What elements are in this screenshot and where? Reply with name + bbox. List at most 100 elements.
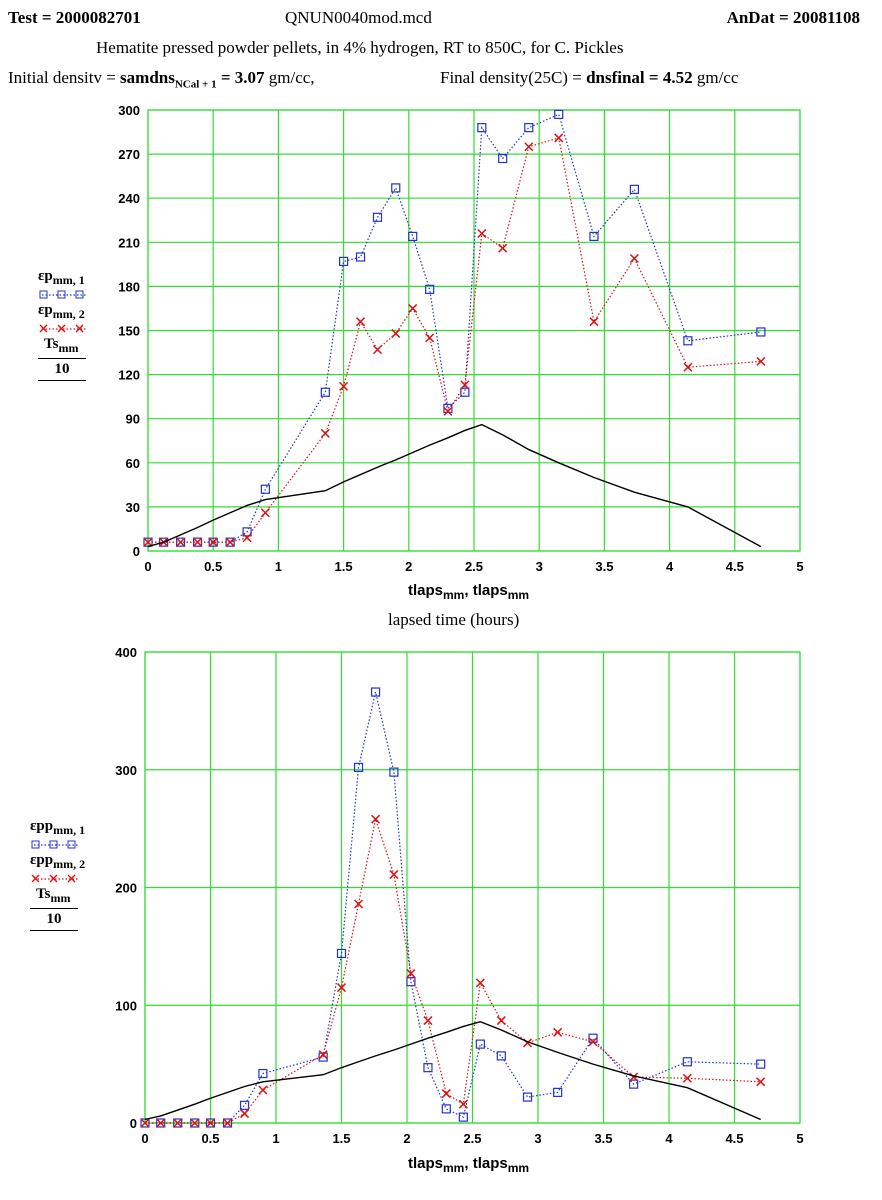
chart1-series-1-point	[460, 387, 470, 397]
chart1-series-2-point	[524, 142, 534, 152]
chart2-series-2-point	[156, 1118, 166, 1128]
chart2-series-2-point	[496, 1016, 506, 1026]
chart2-series-1-point	[423, 1063, 433, 1073]
chart2-x-tick-label: 4	[665, 1131, 673, 1146]
chart1-series-2-point	[683, 362, 693, 372]
chart1-x-axis-label: tlapsmm, tlapsmm	[408, 582, 530, 602]
chart1-series-2-point	[356, 317, 366, 327]
chart2-series-1-point	[629, 1079, 639, 1089]
chart1-series-2-point	[498, 243, 508, 253]
chart1-series-1-point	[391, 183, 401, 193]
chart2-series-1-point	[140, 1118, 150, 1128]
chart1-y-tick-label: 300	[118, 103, 140, 118]
chart1-series-2-point	[242, 533, 252, 543]
chart1-x-tick-label: 0.5	[204, 559, 222, 574]
chart2-series-2-point	[406, 968, 416, 978]
chart2-series-2-point	[173, 1118, 183, 1128]
chart2-x-tick-label: 3	[534, 1131, 541, 1146]
chart2-y-tick-label: 300	[115, 763, 137, 778]
chart1-y-tick-label: 0	[133, 544, 140, 559]
final-density: Final density(25C) = dnsfinal = 4.52 gm/…	[440, 68, 739, 87]
legend1-series3-label: Tsmm	[44, 336, 79, 355]
chart2-x-tick-label: 1	[272, 1131, 279, 1146]
chart1-series-2-point	[225, 537, 235, 547]
chart2-series-1-point	[222, 1118, 233, 1128]
legend2-fraction-bar	[30, 908, 78, 909]
chart1-series-2-point	[391, 328, 401, 338]
chart2-series-2-point	[140, 1118, 150, 1128]
legend2-series3-label: Tsmm	[36, 886, 71, 905]
chart2-plot-frame	[144, 651, 801, 1124]
chart1-series-3-line	[147, 423, 762, 548]
chart1-series-1-point	[208, 537, 218, 547]
chart2-series-2-point	[371, 814, 381, 824]
chart2-x-axis-label: tlapsmm, tlapsmm	[408, 1155, 530, 1175]
legend1-series1-swatch	[39, 290, 86, 299]
chart1-series-2-point	[554, 133, 564, 143]
chart1-series-2-point	[143, 537, 153, 547]
chart1-series-1-point	[320, 387, 330, 397]
chart2-series-1-point	[190, 1118, 200, 1128]
file-name: QNUN0040mod.mcd	[285, 8, 432, 27]
chart2-series-2-point	[682, 1073, 692, 1083]
chart1-series-2-point	[176, 537, 186, 547]
chart1-y-tick-label: 180	[118, 279, 140, 294]
test-id: Test = 2000082701	[8, 8, 141, 27]
chart1-series-1-point	[159, 537, 169, 547]
chart2-series-2-point	[205, 1118, 216, 1128]
chart1-series-2-point	[629, 253, 639, 264]
chart1-series-1-point	[756, 327, 766, 337]
chart2-x-tick-label: 0	[141, 1131, 148, 1146]
chart2-series-2-point	[222, 1118, 233, 1128]
chart1-series-1-point	[589, 231, 599, 242]
chart2-series-2-point	[336, 983, 347, 993]
chart1-series-1-point	[683, 336, 693, 346]
chart1-series-1-point	[477, 123, 487, 133]
chart1-x-tick-label: 4	[666, 559, 674, 574]
chart1-series-1-point	[339, 256, 349, 267]
chart1-series-1-line	[148, 113, 761, 543]
chart2-x-tick-label: 2.5	[463, 1131, 481, 1146]
chart1-y-tick-label: 210	[118, 235, 140, 250]
chart2-x-tick-label: 1.5	[332, 1131, 350, 1146]
chart2-series-2-point	[756, 1077, 766, 1087]
legend1-fraction-bar	[38, 358, 86, 359]
chart2-y-tick-label: 0	[130, 1116, 137, 1131]
chart2-series-1-point	[173, 1118, 183, 1128]
legend1-series2-swatch	[39, 324, 86, 333]
chart1-series-1-point	[443, 403, 453, 414]
chart2-series-1-point	[205, 1118, 216, 1128]
chart2-series-2-point	[629, 1072, 639, 1082]
chart1-series-2-point	[589, 317, 599, 327]
chart1-series-2-point	[159, 537, 169, 547]
chart1-series-1-point	[192, 537, 203, 547]
chart2-series-1-point	[389, 767, 399, 777]
chart2-y-tick-label: 200	[115, 881, 137, 896]
chart1-series-2-point	[408, 303, 418, 313]
chart2-series-1-point	[496, 1051, 506, 1061]
chart1-series-1-point	[498, 153, 508, 164]
chart1-series-2-line	[148, 137, 761, 543]
chart2-series-2-point	[423, 1016, 433, 1026]
chart1-series-1-point	[524, 123, 534, 133]
chart2-series-1-point	[756, 1059, 766, 1069]
chart1-x-tick-label: 1.5	[335, 559, 353, 574]
chart2-series-2-point	[240, 1109, 250, 1119]
chart1-x-tick-label: 2	[405, 559, 412, 574]
chart1-series-1-point	[260, 484, 270, 494]
chart1-x-tick-label: 4.5	[726, 559, 744, 574]
chart2-series-1-point	[682, 1057, 692, 1067]
chart1-x-tick-label: 1	[275, 559, 282, 574]
chart2-series-2-point	[258, 1085, 268, 1095]
chart1-series-1-point	[425, 284, 435, 294]
chart1-series-2-point	[320, 428, 330, 438]
chart1-y-tick-label: 240	[118, 191, 140, 206]
chart1-series-1-point	[143, 537, 153, 547]
chart1-series-2-point	[260, 508, 270, 518]
legend1-series2-label: εpmm, 2	[38, 302, 85, 321]
chart2-series-1-point	[441, 1104, 451, 1114]
chart2-series-2-point	[318, 1050, 328, 1060]
chart1-series-1-point	[372, 212, 383, 222]
chart1-x-axis-title: lapsed time (hours)	[388, 610, 520, 629]
chart1-series-2-point	[372, 345, 383, 355]
